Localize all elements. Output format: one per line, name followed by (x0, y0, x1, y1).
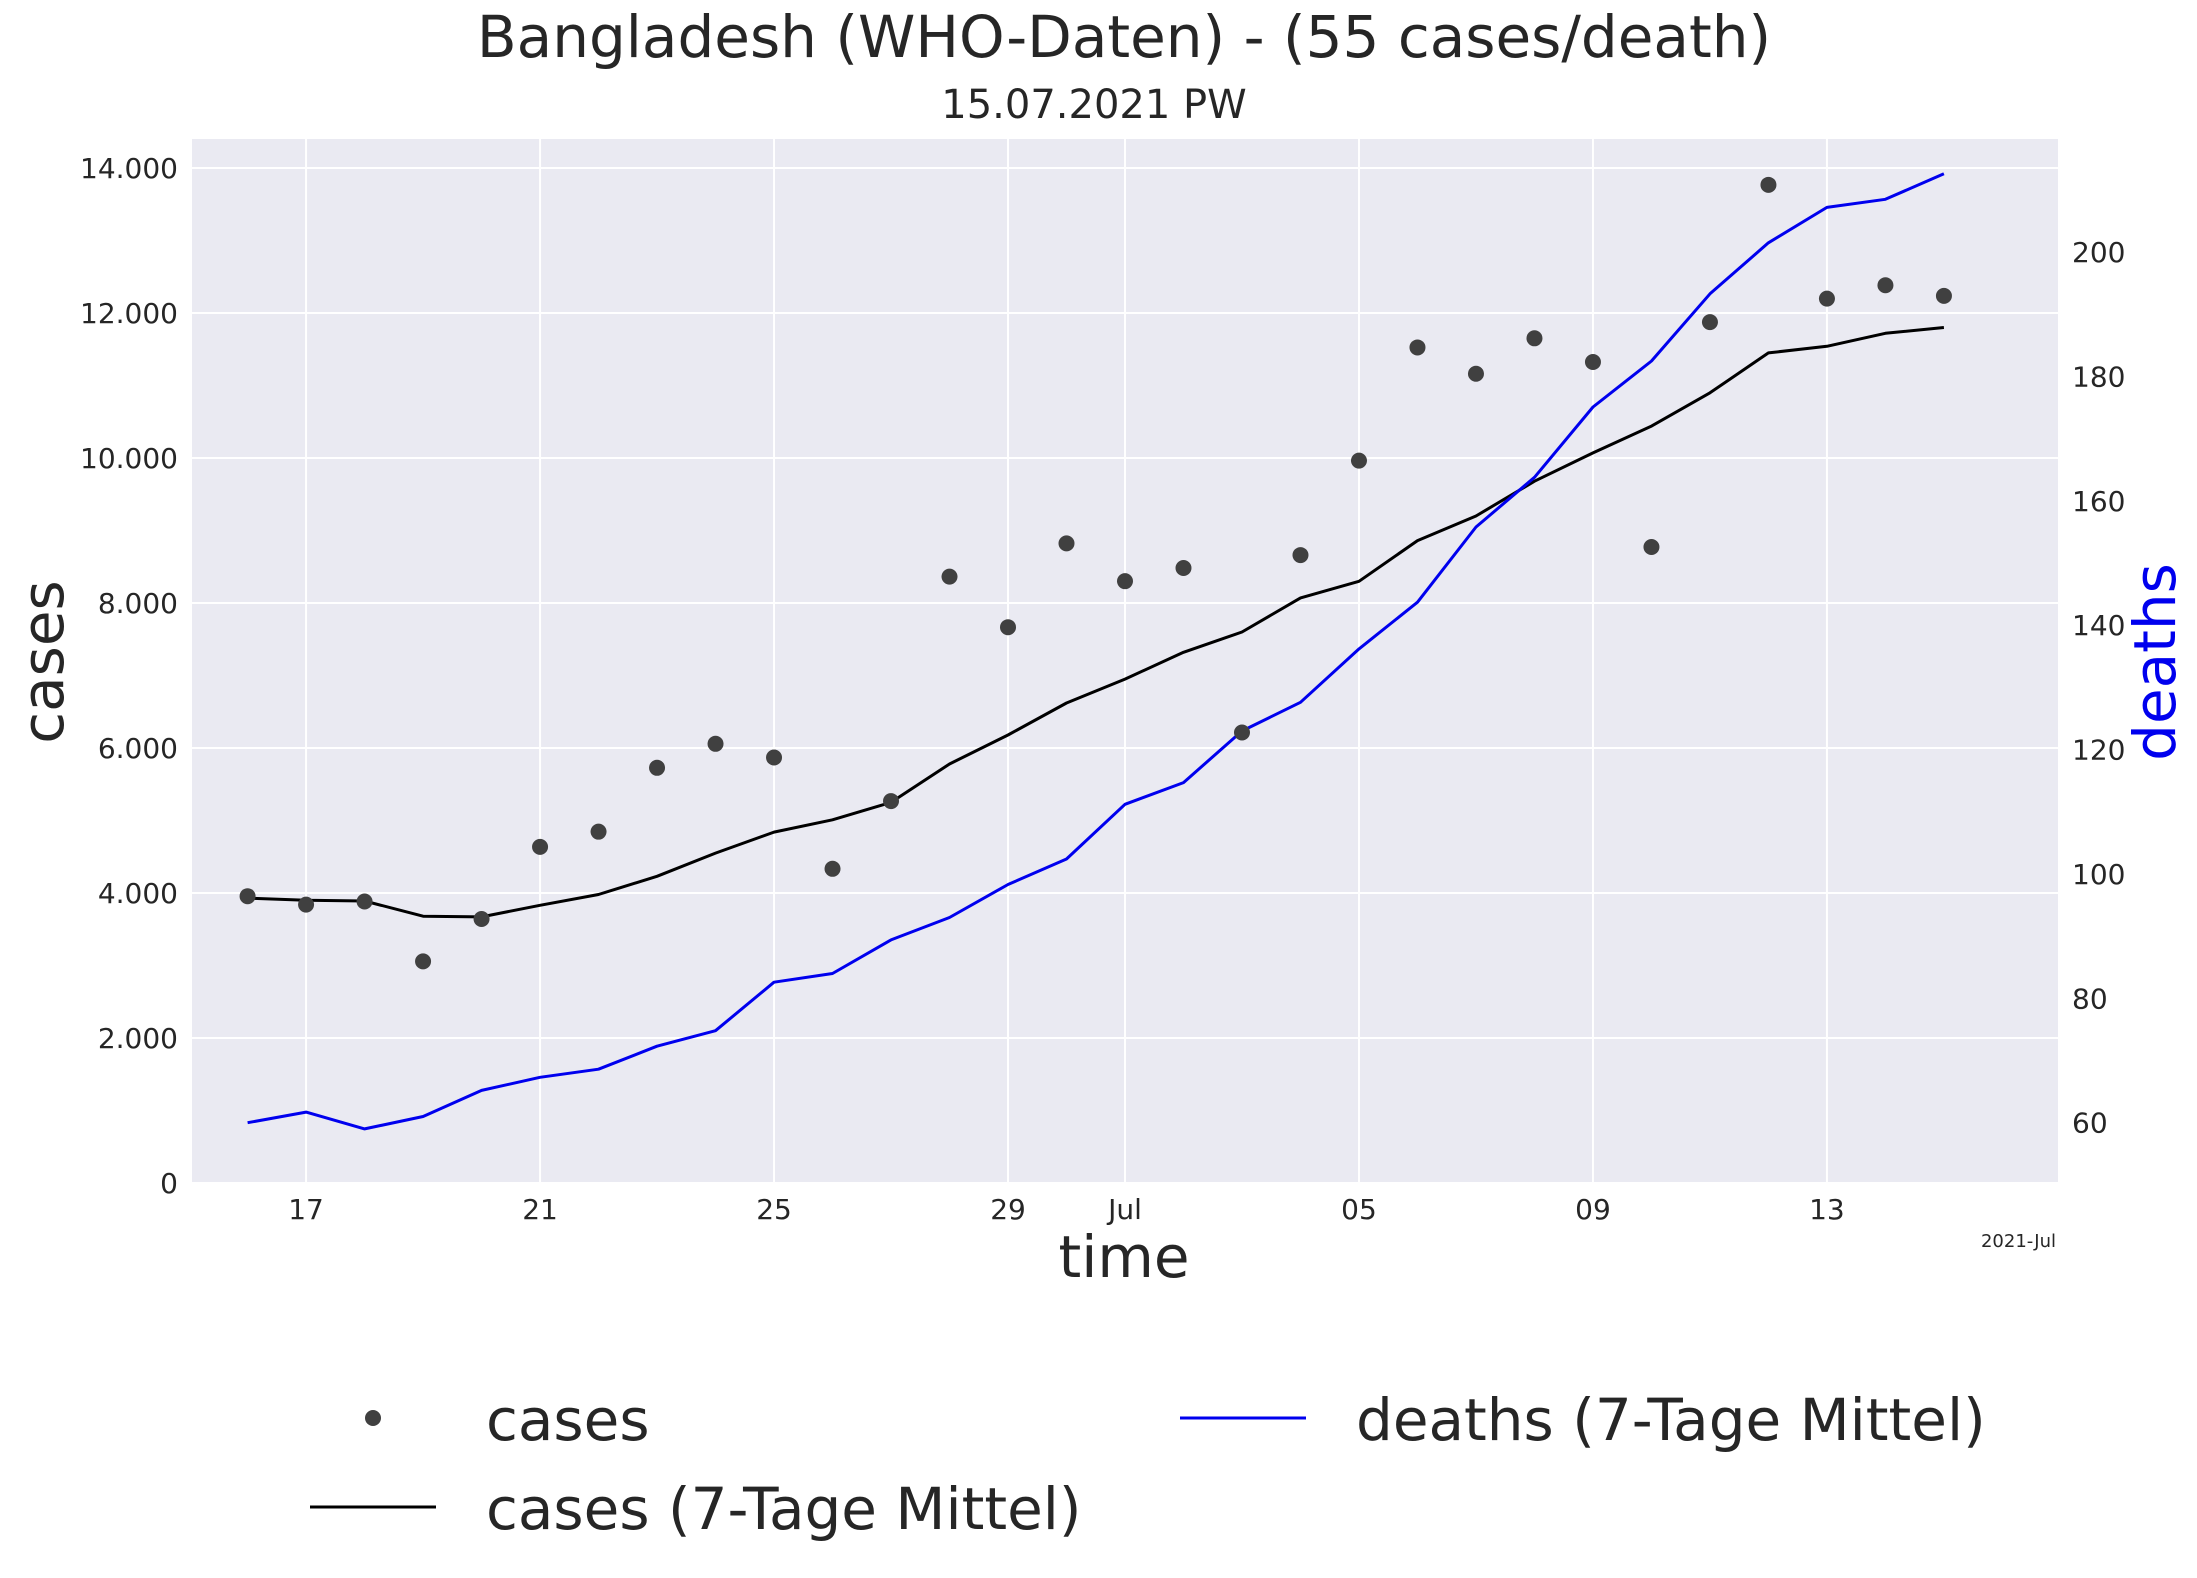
legend-cases-avg-label: cases (7-Tage Mittel) (486, 1475, 1082, 1543)
series-lines (247, 172, 1945, 1131)
y-tick-label: 10.000 (80, 442, 178, 475)
x-tick-label: 25 (756, 1193, 792, 1226)
y-tick-label: 2.000 (98, 1022, 178, 1055)
x-tick-labels: 17 21 25 29 Jul 05 09 13 (288, 1193, 1845, 1226)
data-point-cases (1526, 330, 1543, 347)
y-axis-label: cases (9, 580, 77, 744)
data-point-cases (766, 749, 783, 766)
y2-tick-label: 80 (2072, 982, 2108, 1015)
data-point-cases (1175, 559, 1192, 576)
data-point-cases (1877, 277, 1894, 294)
x-tick-label: 13 (1809, 1193, 1845, 1226)
y-tick-label: 6.000 (98, 732, 178, 765)
data-point-cases (239, 888, 256, 905)
data-point-cases (941, 568, 958, 585)
data-point-cases (1409, 339, 1426, 356)
data-point-cases (532, 838, 549, 855)
data-point-cases (1117, 573, 1133, 590)
x-tick-label: 17 (288, 1193, 324, 1226)
y-tick-label: 14.000 (80, 152, 178, 185)
data-point-cases (1467, 365, 1484, 382)
x-tick-label: Jul (1106, 1193, 1142, 1226)
x-tick-label: 21 (522, 1193, 558, 1226)
y2-tick-label: 160 (2072, 485, 2125, 518)
chart-title: Bangladesh (WHO-Daten) - (55 cases/death… (477, 3, 1771, 71)
data-point-cases (1643, 539, 1660, 556)
x-tick-label: 29 (990, 1193, 1026, 1226)
y2-axis-label: deaths (2121, 563, 2189, 761)
y-tick-label: 8.000 (98, 587, 178, 620)
data-point-cases (473, 911, 490, 928)
data-point-cases (590, 823, 607, 840)
data-point-cases (1584, 354, 1601, 371)
x-offset-label: 2021-Jul (1981, 1231, 2056, 1252)
data-point-cases (1233, 724, 1250, 741)
series-line-deaths-7-tage-mittel (247, 172, 1945, 1131)
y2-tick-label: 140 (2072, 609, 2125, 642)
data-point-cases (1292, 547, 1309, 564)
data-point-cases (1818, 290, 1835, 307)
y-tick-label: 4.000 (98, 877, 178, 910)
data-point-cases (356, 893, 373, 910)
data-point-cases (824, 860, 841, 877)
data-point-cases (1935, 287, 1952, 304)
y-tick-label: 12.000 (80, 297, 178, 330)
y2-tick-label: 120 (2072, 734, 2125, 767)
y2-tick-labels: 60 80 100 120 140 160 180 200 (2072, 236, 2125, 1140)
data-point-cases (1701, 314, 1718, 331)
data-point-cases (883, 793, 900, 810)
x-axis-label: time (1058, 1223, 1189, 1291)
y-tick-label: 0 (160, 1167, 178, 1200)
legend: cases cases (7-Tage Mittel) deaths (7-Ta… (310, 1386, 1986, 1543)
chart-subtitle: 15.07.2021 PW (941, 82, 1246, 128)
data-point-cases (707, 735, 724, 752)
series-line-cases-7-tage-mittel (247, 326, 1945, 919)
y-tick-labels: 0 2.000 4.000 6.000 8.000 10.000 12.000 14.000 (80, 152, 178, 1200)
series-points (239, 176, 1952, 970)
legend-cases-label: cases (486, 1386, 650, 1454)
y2-tick-label: 180 (2072, 361, 2125, 394)
data-point-cases (298, 896, 315, 913)
y-gridlines (192, 167, 2058, 1184)
legend-cases-marker (365, 1410, 381, 1426)
data-point-cases (649, 759, 666, 776)
data-point-cases (1760, 176, 1777, 193)
x-tick-label: 09 (1575, 1193, 1611, 1226)
x-tick-label: 05 (1341, 1193, 1377, 1226)
data-point-cases (1350, 452, 1367, 469)
y2-tick-label: 60 (2072, 1107, 2108, 1140)
data-point-cases (415, 953, 432, 970)
legend-deaths-avg-label: deaths (7-Tage Mittel) (1356, 1386, 1986, 1454)
data-point-cases (1000, 619, 1017, 636)
y2-tick-label: 200 (2072, 236, 2125, 269)
y2-tick-label: 100 (2072, 858, 2125, 891)
data-point-cases (1058, 535, 1075, 552)
